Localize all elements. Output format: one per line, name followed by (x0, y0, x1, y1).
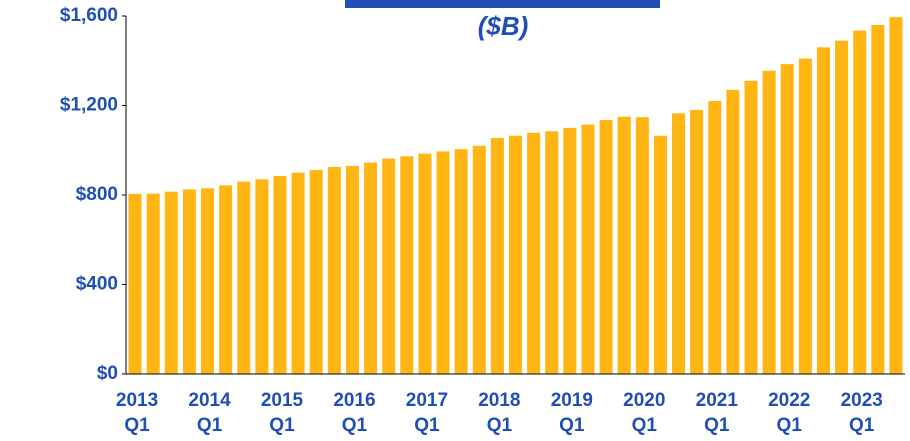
bar (219, 185, 233, 374)
bar (871, 24, 885, 374)
bar (472, 145, 486, 374)
bar (436, 151, 450, 374)
bar (454, 149, 468, 374)
bar (527, 132, 541, 374)
y-tick-label: $0 (97, 363, 118, 384)
y-tick-label: $800 (76, 184, 118, 205)
bar (853, 30, 867, 374)
bar (345, 165, 359, 374)
y-tick-label: $400 (76, 274, 118, 295)
y-tick-label: $1,600 (60, 5, 118, 26)
bar (545, 131, 559, 374)
bar (798, 58, 812, 374)
bar (490, 137, 504, 374)
bar (400, 156, 414, 374)
x-tick-label: 2016 Q1 (333, 390, 376, 436)
x-tick-label: 2018 Q1 (478, 390, 521, 436)
x-tick-label: 2013 Q1 (115, 390, 159, 436)
bar (835, 40, 849, 375)
x-tick-label: 2019 Q1 (550, 390, 593, 436)
x-tick-label: 2020 Q1 (623, 390, 666, 436)
x-tick-label: 2015 Q1 (260, 390, 304, 436)
bar (164, 191, 178, 374)
x-tick-label: 2021 Q1 (695, 390, 738, 436)
bar (581, 124, 595, 374)
bar (418, 153, 432, 374)
x-tick-label: 2017 Q1 (405, 390, 449, 436)
bar (563, 127, 577, 374)
bar (653, 135, 667, 374)
bar (273, 175, 287, 374)
bar (182, 189, 196, 374)
y-tick-label: $1,200 (60, 95, 118, 116)
bar (508, 135, 523, 374)
title-banner (345, 0, 660, 8)
x-tick-label: 2014 Q1 (188, 390, 231, 436)
bar (690, 109, 704, 374)
bar (128, 193, 142, 374)
bar (744, 80, 758, 374)
bar (599, 120, 613, 374)
bar (780, 64, 794, 374)
bar (726, 89, 740, 375)
bar (291, 172, 305, 374)
bar (635, 117, 649, 374)
bar (309, 169, 323, 374)
bar (816, 47, 830, 374)
bar (617, 116, 631, 374)
x-tick-label: 2023 Q1 (840, 390, 883, 436)
bar (364, 162, 378, 374)
bar (146, 193, 160, 374)
bar (237, 181, 251, 374)
bar (762, 70, 776, 374)
bar (889, 17, 903, 375)
bar (708, 101, 722, 375)
bar (382, 158, 396, 374)
bar (672, 113, 686, 375)
bar (201, 188, 215, 374)
x-tick-label: 2022 Q1 (768, 390, 811, 436)
bar (327, 167, 341, 374)
chart-subtitle: ($B) (478, 11, 529, 41)
bar (255, 179, 269, 374)
